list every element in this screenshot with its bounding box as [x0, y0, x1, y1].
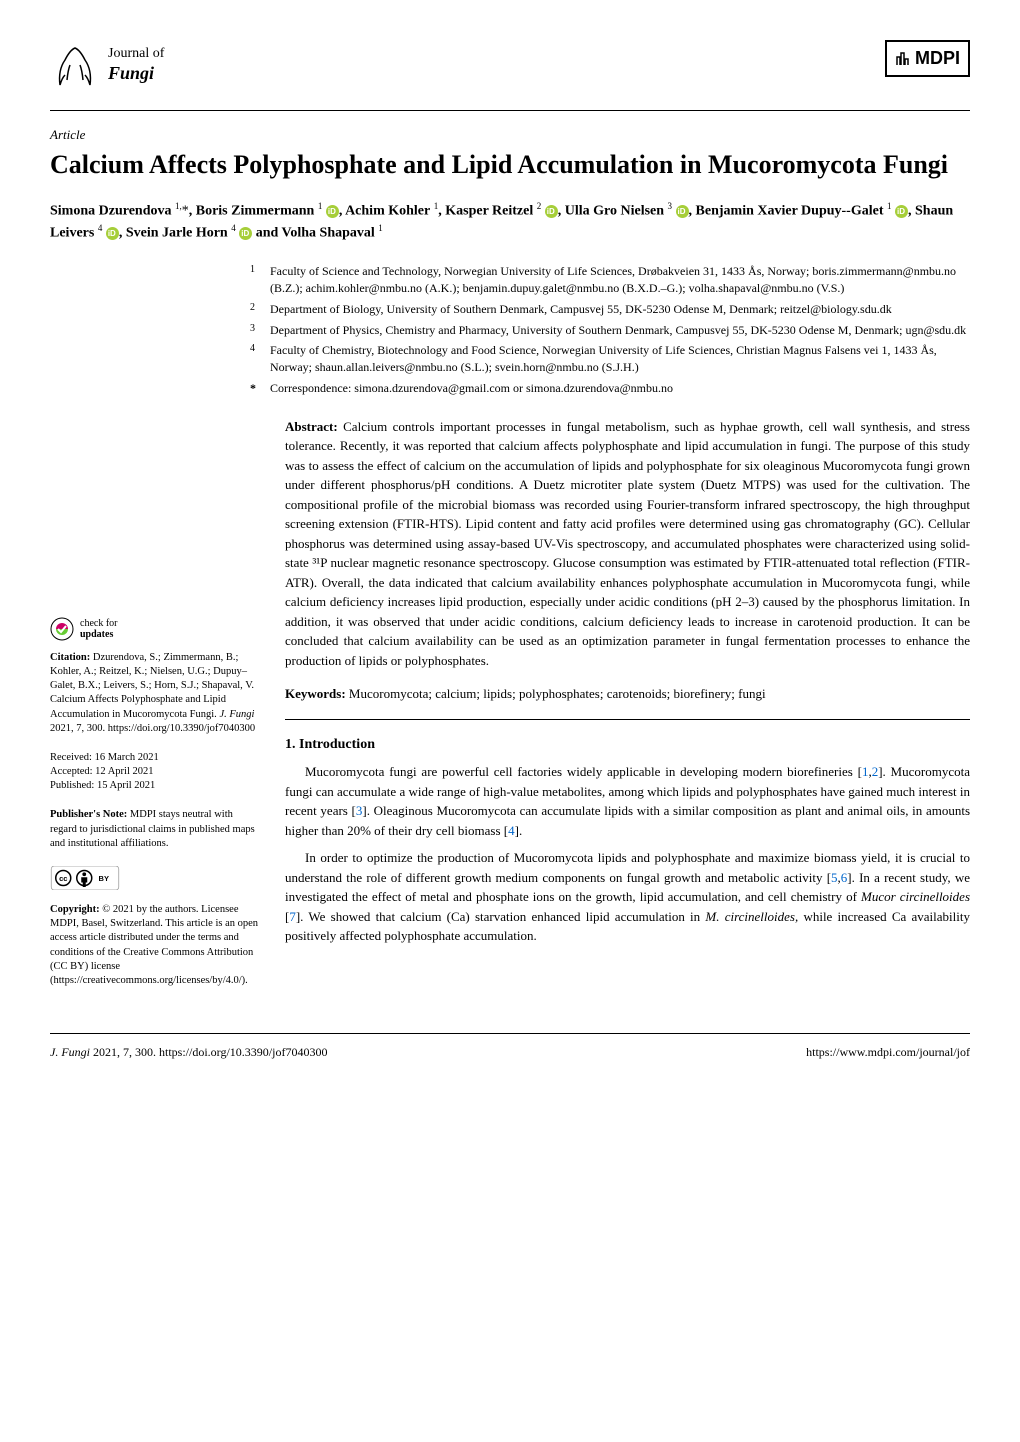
affiliation-item: 1 Faculty of Science and Technology, Nor…: [250, 263, 970, 297]
copyright-label: Copyright:: [50, 904, 100, 915]
page-header: Journal of Fungi MDPI: [50, 40, 970, 90]
abstract: Abstract: Calcium controls important pro…: [285, 417, 970, 671]
affiliation-text: Department of Biology, University of Sou…: [270, 301, 892, 318]
orcid-icon[interactable]: [106, 227, 119, 240]
journal-name: Journal of Fungi: [108, 46, 164, 84]
keywords: Keywords: Mucoromycota; calcium; lipids;…: [285, 685, 970, 719]
author-6: , Benjamin Xavier Dupuy--Galet: [689, 204, 884, 219]
check-updates-icon: [50, 617, 74, 641]
journal-logo: Journal of Fungi: [50, 40, 164, 90]
affiliation-text: Faculty of Science and Technology, Norwe…: [270, 263, 970, 297]
author-3: , Achim Kohler: [339, 204, 430, 219]
note-label: Publisher's Note:: [50, 809, 127, 820]
affiliation-text: Department of Physics, Chemistry and Pha…: [270, 322, 966, 339]
article-type: Article: [50, 126, 970, 144]
svg-text:cc: cc: [59, 874, 67, 883]
sidebar: check for updates Citation: Dzurendova, …: [50, 417, 260, 1003]
affiliation-item: * Correspondence: simona.dzurendova@gmai…: [250, 380, 970, 397]
cc-badge[interactable]: cc BY: [50, 866, 260, 895]
affiliations: 1 Faculty of Science and Technology, Nor…: [50, 263, 970, 397]
author-1: Simona Dzurendova: [50, 204, 171, 219]
author-2: , Boris Zimmermann: [189, 204, 315, 219]
affiliation-text: Faculty of Chemistry, Biotechnology and …: [270, 342, 970, 376]
orcid-icon[interactable]: [326, 205, 339, 218]
copyright-text: © 2021 by the authors. Licensee MDPI, Ba…: [50, 904, 258, 986]
mdpi-logo: MDPI: [885, 40, 970, 77]
affiliation-item: 2 Department of Biology, University of S…: [250, 301, 970, 318]
orcid-icon[interactable]: [895, 205, 908, 218]
article-title: Calcium Affects Polyphosphate and Lipid …: [50, 148, 970, 182]
keywords-text: Mucoromycota; calcium; lipids; polyphosp…: [346, 686, 766, 701]
orcid-icon[interactable]: [239, 227, 252, 240]
journal-line1: Journal of: [108, 46, 164, 63]
author-5: , Ulla Gro Nielsen: [558, 204, 664, 219]
section-heading: 1. Introduction: [285, 735, 970, 755]
cc-by-icon: cc BY: [50, 866, 120, 890]
body-paragraph: In order to optimize the production of M…: [285, 848, 970, 946]
abstract-text: Calcium controls important processes in …: [285, 419, 970, 668]
citation-label: Citation:: [50, 652, 90, 663]
orcid-icon[interactable]: [545, 205, 558, 218]
author-4: , Kasper Reitzel: [438, 204, 533, 219]
abstract-label: Abstract:: [285, 419, 338, 434]
divider-top: [50, 110, 970, 111]
dates-block: Received: 16 March 2021 Accepted: 12 Apr…: [50, 751, 260, 794]
affiliation-text: Correspondence: simona.dzurendova@gmail.…: [270, 380, 673, 397]
keywords-label: Keywords:: [285, 686, 346, 701]
copyright-block: Copyright: © 2021 by the authors. Licens…: [50, 903, 260, 988]
body-paragraph: Mucoromycota fungi are powerful cell fac…: [285, 762, 970, 840]
mdpi-icon: [895, 51, 911, 67]
check-updates[interactable]: check for updates: [50, 617, 260, 641]
author-9: and Volha Shapaval: [252, 225, 375, 240]
check-updates-text: check for updates: [80, 618, 117, 640]
citation-block: Citation: Dzurendova, S.; Zimmermann, B.…: [50, 651, 260, 736]
right-column: Abstract: Calcium controls important pro…: [285, 417, 970, 1003]
author-8: , Svein Jarle Horn: [119, 225, 228, 240]
affiliation-item: 3 Department of Physics, Chemistry and P…: [250, 322, 970, 339]
page-footer: J. Fungi 2021, 7, 300. https://doi.org/1…: [50, 1033, 970, 1061]
footer-left: J. Fungi 2021, 7, 300. https://doi.org/1…: [50, 1044, 327, 1061]
affiliation-item: 4 Faculty of Chemistry, Biotechnology an…: [250, 342, 970, 376]
orcid-icon[interactable]: [676, 205, 689, 218]
published-date: Published: 15 April 2021: [50, 779, 260, 793]
received-date: Received: 16 March 2021: [50, 751, 260, 765]
svg-text:BY: BY: [99, 874, 109, 883]
footer-right[interactable]: https://www.mdpi.com/journal/jof: [806, 1044, 970, 1061]
citation-journal: J. Fungi: [219, 709, 254, 720]
publisher-note: Publisher's Note: MDPI stays neutral wit…: [50, 808, 260, 851]
fungi-icon: [50, 40, 100, 90]
authors-list: Simona Dzurendova 1,*, Boris Zimmermann …: [50, 200, 970, 243]
mdpi-text: MDPI: [915, 46, 960, 71]
main-content: check for updates Citation: Dzurendova, …: [50, 417, 970, 1003]
accepted-date: Accepted: 12 April 2021: [50, 765, 260, 779]
journal-line2: Fungi: [108, 63, 164, 85]
